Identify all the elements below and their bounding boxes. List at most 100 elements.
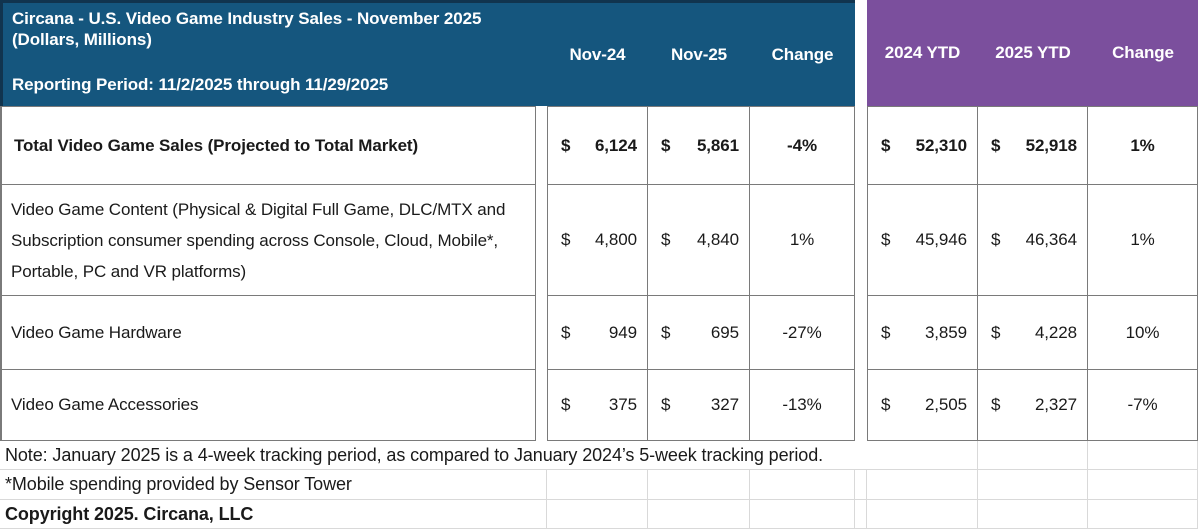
empty-cell (867, 470, 978, 500)
cell-content-change: 1% (750, 185, 855, 296)
currency-symbol: $ (661, 395, 671, 414)
cell-hardware-nov25: $ 695 (648, 296, 750, 370)
cell-accessories-ytd-change: -7% (1088, 370, 1198, 441)
empty-cell (536, 470, 547, 500)
gap-cell (536, 106, 547, 185)
report-title-line2: (Dollars, Millions) (12, 30, 152, 49)
cell-value: 46,364 (1025, 230, 1078, 249)
column-header-2024ytd: 2024 YTD (867, 0, 978, 106)
empty-cell (855, 500, 867, 529)
currency-symbol: $ (561, 395, 571, 414)
report-title-cell: Circana - U.S. Video Game Industry Sales… (0, 0, 536, 106)
empty-cell (750, 500, 855, 529)
currency-symbol: $ (991, 322, 1001, 342)
empty-cell (978, 470, 1088, 500)
cell-value: 2,505 (924, 395, 967, 414)
empty-cell (547, 500, 648, 529)
section-divider (855, 0, 867, 106)
row-label-content: Video Game Content (Physical & Digital F… (0, 185, 536, 296)
empty-cell (648, 470, 750, 500)
gap-cell (855, 106, 867, 185)
cell-accessories-2025ytd: $ 2,327 (978, 370, 1088, 441)
cell-accessories-change: -13% (750, 370, 855, 441)
empty-cell (978, 441, 1088, 470)
column-header-nov24: Nov-24 (547, 0, 648, 106)
column-header-change-monthly: Change (750, 0, 855, 106)
reporting-period: Reporting Period: 11/2/2025 through 11/2… (12, 75, 389, 94)
row-label-accessories: Video Game Accessories (0, 370, 536, 441)
cell-total-2024ytd: $ 52,310 (867, 106, 978, 185)
gap-cell (536, 185, 547, 296)
cell-value: 3,859 (924, 322, 967, 342)
column-header-nov25: Nov-25 (648, 0, 750, 106)
row-label-total: Total Video Game Sales (Projected to Tot… (0, 106, 536, 185)
gap-cell (536, 370, 547, 441)
empty-cell (1088, 441, 1198, 470)
cell-total-2025ytd: $ 52,918 (978, 106, 1088, 185)
currency-symbol: $ (881, 230, 891, 249)
row-label-hardware: Video Game Hardware (0, 296, 536, 370)
header-spacer-left (536, 0, 547, 106)
cell-value: 52,310 (915, 135, 968, 155)
report-title: Circana - U.S. Video Game Industry Sales… (12, 8, 481, 50)
cell-value: 5,861 (696, 135, 739, 155)
currency-symbol: $ (661, 322, 671, 342)
empty-cell (867, 500, 978, 529)
cell-content-nov25: $ 4,840 (648, 185, 750, 296)
mobile-note: *Mobile spending provided by Sensor Towe… (0, 470, 536, 500)
cell-value: 6,124 (594, 135, 637, 155)
cell-hardware-ytd-change: 10% (1088, 296, 1198, 370)
cell-accessories-nov24: $ 375 (547, 370, 648, 441)
currency-symbol: $ (661, 230, 671, 249)
cell-content-2025ytd: $ 46,364 (978, 185, 1088, 296)
cell-value: 695 (710, 322, 739, 342)
cell-value: 949 (608, 322, 637, 342)
cell-total-nov24: $ 6,124 (547, 106, 648, 185)
cell-value: 4,228 (1034, 322, 1077, 342)
empty-cell (1088, 500, 1198, 529)
cell-content-2024ytd: $ 45,946 (867, 185, 978, 296)
cell-total-change: -4% (750, 106, 855, 185)
empty-cell (855, 470, 867, 500)
gap-cell (855, 185, 867, 296)
gap-cell (855, 296, 867, 370)
empty-cell (648, 500, 750, 529)
cell-value: 4,800 (594, 230, 637, 249)
empty-cell (547, 470, 648, 500)
cell-hardware-change: -27% (750, 296, 855, 370)
cell-value: 52,918 (1025, 135, 1078, 155)
cell-accessories-nov25: $ 327 (648, 370, 750, 441)
gap-cell (536, 296, 547, 370)
cell-value: 375 (608, 395, 637, 414)
cell-value: 45,946 (915, 230, 968, 249)
currency-symbol: $ (991, 230, 1001, 249)
gap-cell (855, 370, 867, 441)
currency-symbol: $ (991, 395, 1001, 414)
cell-value: 2,327 (1034, 395, 1077, 414)
cell-total-ytd-change: 1% (1088, 106, 1198, 185)
empty-cell (750, 470, 855, 500)
cell-accessories-2024ytd: $ 2,505 (867, 370, 978, 441)
currency-symbol: $ (561, 230, 571, 249)
cell-value: 327 (710, 395, 739, 414)
currency-symbol: $ (991, 135, 1001, 155)
cell-hardware-2025ytd: $ 4,228 (978, 296, 1088, 370)
tracking-period-note: Note: January 2025 is a 4-week tracking … (0, 441, 978, 470)
column-header-2025ytd: 2025 YTD (978, 0, 1088, 106)
currency-symbol: $ (881, 395, 891, 414)
currency-symbol: $ (561, 322, 571, 342)
empty-cell (1088, 470, 1198, 500)
empty-cell (536, 500, 547, 529)
cell-value: 4,840 (696, 230, 739, 249)
currency-symbol: $ (661, 135, 671, 155)
currency-symbol: $ (881, 322, 891, 342)
cell-hardware-2024ytd: $ 3,859 (867, 296, 978, 370)
cell-content-ytd-change: 1% (1088, 185, 1198, 296)
currency-symbol: $ (881, 135, 891, 155)
currency-symbol: $ (561, 135, 571, 155)
column-header-change-ytd: Change (1088, 0, 1198, 106)
report-title-line1: Circana - U.S. Video Game Industry Sales… (12, 9, 482, 28)
cell-content-nov24: $ 4,800 (547, 185, 648, 296)
